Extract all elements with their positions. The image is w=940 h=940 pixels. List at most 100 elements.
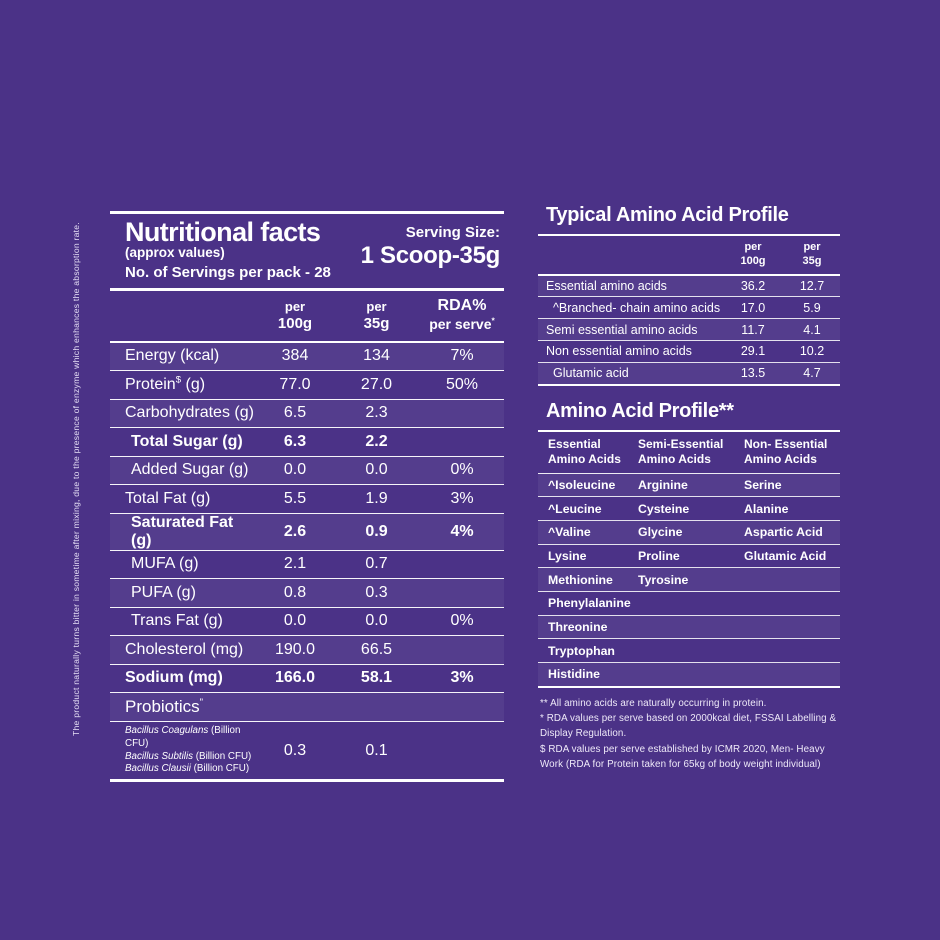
amino-acid-row-tryptophan: Tryptophan	[538, 639, 840, 664]
column-header-per-100g: per 100g	[740, 241, 766, 268]
value-rda: 0%	[450, 461, 474, 479]
value-per100: 0.8	[283, 583, 307, 601]
probiotic-species-name: Bacillus Coagulans (Billion CFU)	[125, 724, 241, 749]
nutrition-row-probiotics: Probiotics”	[110, 693, 504, 722]
amino-acid-row-lysine: Lysine Proline Glutamic Acid	[538, 545, 840, 569]
value-per35: 58.1	[360, 669, 393, 687]
row-label: Bacillus Coagulans (Billion CFU) Bacillus…	[110, 725, 257, 777]
row-label: Non essential amino acids	[546, 344, 692, 359]
value-per100: 2.6	[283, 522, 307, 540]
amino-acid-row-phenylalanine: Phenylalanine	[538, 592, 840, 616]
column-header-rda: RDA% per serve*	[420, 296, 504, 334]
nutrition-subtitle: (approx values)	[125, 245, 225, 261]
nutrition-facts-panel: Nutritional facts (approx values) No. of…	[110, 211, 504, 783]
value-per35: 4.1	[803, 322, 821, 337]
nutrition-row-sodium-mg: Sodium (mg) 166.0 58.1 3%	[110, 665, 504, 694]
value-per100: 166.0	[274, 669, 316, 687]
amino-acid-name: ^Isoleucine	[548, 477, 616, 492]
footnote-1: ** All amino acids are naturally occurri…	[540, 697, 767, 709]
serving-size-value: 1 Scoop-35g	[360, 242, 501, 269]
typical-profile-column-headers: per 100g per 35g	[538, 236, 840, 276]
footnote-3: $ RDA values per serve established by IC…	[540, 743, 825, 770]
column-header-spacer	[538, 240, 722, 269]
per-label: per	[284, 298, 306, 314]
typical-profile-rows: Essential amino acids 36.2 12.7 ^Branched- …	[538, 275, 840, 384]
value-per35: 10.2	[799, 344, 825, 359]
nutrition-row-trans-fat-g: Trans Fat (g) 0.0 0.0 0%	[110, 608, 504, 637]
value-per35: 4.7	[803, 366, 821, 381]
nutrition-row-added-sugar-g: Added Sugar (g) 0.0 0.0 0%	[110, 456, 504, 486]
value-per35: 0.3	[365, 583, 388, 601]
value-per35: 0.0	[365, 461, 388, 479]
amino-acid-row-methionine: Methionine Tyrosine	[538, 568, 840, 593]
column-header-per-100g: per 100g	[257, 299, 333, 334]
typical-amino-acid-table: per 100g per 35g Essential amino acids 36…	[538, 234, 840, 386]
value-per35: 0.0	[365, 612, 388, 630]
row-label: Protein$ (g)	[125, 374, 206, 393]
nutrition-row-cholesterol-mg: Cholesterol (mg) 190.0 66.5	[110, 636, 504, 665]
amino-acid-name: Glycine	[638, 525, 683, 540]
row-label: Saturated Fat (g)	[131, 513, 234, 549]
typical-profile-row-glutamic-acid: Glutamic acid 13.5 4.7	[538, 362, 840, 384]
value-per35: 2.2	[365, 432, 388, 450]
row-label: PUFA (g)	[131, 583, 196, 601]
nutrition-row-saturated-fat-g: Saturated Fat (g) 2.6 0.9 4%	[110, 513, 504, 551]
footnotes: ** All amino acids are naturally occurri…	[538, 697, 840, 772]
typical-profile-row-essential-amino-acids: Essential amino acids 36.2 12.7	[538, 275, 840, 298]
nutrition-column-headers: per 100g per 35g RDA% per serve*	[110, 291, 504, 343]
value-per35: 66.5	[360, 640, 393, 658]
value-rda: 3%	[450, 669, 474, 687]
amino-group-header-essential: Essential Amino Acids	[548, 436, 621, 466]
row-label: Carbohydrates (g)	[125, 404, 254, 422]
value-per100: 0.0	[283, 612, 307, 630]
amino-acid-name: Serine	[744, 477, 782, 492]
nutrition-title: Nutritional facts	[125, 217, 321, 247]
value-per35: 2.3	[365, 404, 388, 422]
amino-acid-name: Cysteine	[638, 501, 690, 516]
footnote-2: * RDA values per serve based on 2000kcal…	[540, 713, 837, 740]
amino-acid-name: Tryptophan	[548, 643, 615, 658]
value-per35: 12.7	[799, 278, 825, 293]
nutrition-row-protein: Protein$ (g) 77.0 27.0 50%	[110, 371, 504, 400]
nutrition-row-mufa-g: MUFA (g) 2.1 0.7	[110, 551, 504, 580]
amino-acid-name: Alanine	[744, 501, 789, 516]
value-per100: 190.0	[274, 640, 316, 658]
value-per100: 29.1	[740, 344, 766, 359]
amino-acid-name: ^Leucine	[548, 501, 602, 516]
nutrition-row-carbohydrates-g: Carbohydrates (g) 6.5 2.3	[110, 399, 504, 429]
per-label: per	[366, 298, 387, 314]
row-label: Sodium (mg)	[125, 669, 223, 687]
value-per100: 13.5	[740, 366, 766, 381]
amino-acid-name: Lysine	[548, 548, 587, 563]
value-per35: 0.9	[365, 522, 388, 540]
row-label: Glutamic acid	[553, 366, 629, 381]
row-label: Total Sugar (g)	[131, 432, 243, 450]
amino-acid-row-threonine: Threonine	[538, 615, 840, 640]
value-rda: 0%	[450, 612, 474, 630]
value-rda: 4%	[450, 522, 474, 540]
value-per100: 77.0	[279, 375, 311, 393]
value-per100: 36.2	[740, 278, 766, 293]
amino-acid-panel: Typical Amino Acid Profile per 100g per …	[538, 204, 840, 773]
serving-size-block: Serving Size: 1 Scoop-35g	[361, 218, 502, 270]
value-rda: 3%	[450, 489, 474, 507]
column-header-per-35g: per 35g	[333, 299, 420, 334]
typical-profile-row-branched-chain-amino-acids: ^Branched- chain amino acids 17.0 5.9	[538, 297, 840, 320]
value-per35: 5.9	[803, 300, 821, 315]
per-serve-asterisk: *	[491, 315, 495, 326]
amino-acid-name: Arginine	[638, 477, 688, 492]
servings-per-pack: No. of Servings per pack - 28	[125, 264, 331, 282]
value-per35: 134	[363, 347, 390, 365]
value-rda: 7%	[450, 347, 474, 365]
per-serve-label: per serve*	[429, 315, 495, 333]
per-35g-label: 35g	[363, 314, 390, 332]
amino-acid-name: Phenylalanine	[548, 596, 631, 611]
nutrition-rows: Energy (kcal) 384 134 7% Protein$ (g) 77.0 27.…	[110, 342, 504, 780]
amino-acid-name: Proline	[638, 548, 680, 563]
rda-percent-label: RDA%	[437, 297, 487, 315]
amino-acid-row-valine: ^Valine Glycine Aspartic Acid	[538, 520, 840, 545]
value-per100: 384	[281, 347, 309, 365]
value-per100: 0.3	[283, 741, 307, 759]
probiotics-species-row: Bacillus Coagulans (Billion CFU) Bacillus…	[110, 722, 504, 780]
value-per100: 2.1	[283, 555, 307, 573]
